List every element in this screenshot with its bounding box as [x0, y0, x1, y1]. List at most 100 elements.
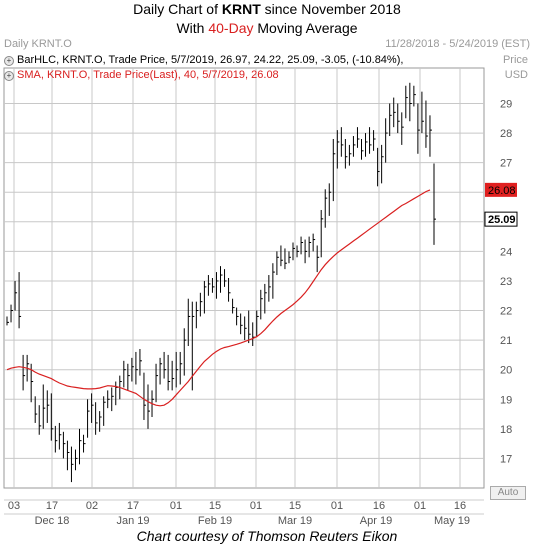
chart-credit: Chart courtesy of Thomson Reuters Eikon: [136, 528, 398, 544]
price-bar: [369, 127, 372, 154]
price-bar: [54, 425, 58, 453]
price-bar: [365, 133, 368, 157]
price-bar: [397, 103, 400, 134]
price-bar: [187, 298, 191, 347]
price-bar: [70, 446, 74, 483]
y-tick-label: 28: [500, 128, 512, 140]
price-bar: [344, 138, 348, 169]
x-tick-label: 01: [414, 500, 426, 512]
price-axis-label: Price: [502, 54, 528, 66]
y-tick-label: 19: [500, 394, 512, 406]
price-bar: [38, 405, 42, 435]
price-bar: [413, 85, 416, 107]
price-bar: [139, 348, 142, 376]
price-bar: [22, 354, 26, 391]
price-bar: [240, 313, 243, 335]
price-bar: [215, 272, 219, 299]
legend-toggle-icon[interactable]: +: [4, 55, 14, 66]
price-bar: [199, 292, 203, 317]
price-bar: [252, 322, 255, 347]
price-bar: [256, 310, 259, 338]
y-tick-label: 20: [500, 365, 512, 377]
price-bar: [288, 251, 291, 264]
price-bar: [87, 399, 90, 438]
price-bar: [377, 147, 380, 187]
price-bar: [352, 136, 356, 157]
price-bar: [143, 372, 146, 420]
price-bar: [6, 316, 9, 326]
price-bar: [296, 245, 300, 258]
price-bar: [421, 91, 424, 134]
price-bar: [232, 298, 235, 314]
subtitle-ma-label: 40-Day: [208, 20, 254, 36]
price-bar: [292, 242, 296, 261]
price-bar: [14, 280, 18, 311]
price-bar: [312, 233, 316, 252]
y-tick-label: 18: [500, 424, 512, 436]
price-bar: [207, 275, 211, 296]
y-tick-label: 17: [500, 453, 512, 465]
price-bar: [103, 396, 106, 426]
price-bar: [393, 97, 396, 128]
price-bar: [248, 310, 251, 344]
price-axis-unit: USD: [504, 69, 528, 81]
price-bar: [155, 363, 159, 403]
price-bar: [99, 411, 102, 432]
y-tick-label: 22: [500, 306, 512, 318]
symbol-label: Daily KRNT.O: [4, 38, 72, 50]
x-month-label: Jan 19: [116, 515, 149, 527]
legend-sma-text: SMA, KRNT.O, Trade Price(Last), 40, 5/7/…: [17, 69, 279, 81]
price-bar: [401, 112, 404, 145]
x-month-label: Feb 19: [198, 515, 232, 527]
price-bar: [224, 269, 227, 287]
price-bar: [171, 360, 175, 391]
legend-toggle-icon[interactable]: +: [4, 70, 14, 81]
plot-frame: [3, 67, 485, 489]
price-bar: [50, 393, 54, 441]
x-month-label: May 19: [434, 515, 470, 527]
price-bar: [316, 245, 320, 273]
price-bar: [373, 130, 376, 151]
price-bar: [159, 357, 163, 385]
price-bar: [284, 248, 287, 270]
price-bar: [324, 189, 328, 228]
y-tick-label: 21: [500, 335, 512, 347]
price-bar: [42, 384, 46, 429]
price-bar: [10, 304, 14, 323]
price-bar: [336, 130, 340, 169]
price-bar: [62, 431, 66, 459]
last-price-label: 25.09: [488, 214, 516, 226]
price-bar: [405, 85, 408, 119]
x-month-label: Dec 18: [35, 515, 70, 527]
price-bar: [195, 301, 199, 329]
auto-scale-button[interactable]: Auto: [490, 486, 526, 500]
price-bar: [34, 396, 38, 423]
price-bar: [332, 138, 336, 202]
x-tick-label: 17: [46, 500, 58, 512]
x-tick-label: 02: [86, 500, 98, 512]
price-bar: [260, 289, 263, 320]
price-bar: [203, 280, 207, 314]
price-bar: [425, 100, 428, 148]
price-bar: [228, 278, 231, 302]
sma-line: [6, 189, 431, 407]
title-ticker: KRNT: [221, 1, 261, 17]
price-axis-header: Price USD: [503, 53, 528, 83]
price-bar: [163, 351, 167, 379]
x-month-label: Mar 19: [278, 515, 312, 527]
title-line-1: Daily Chart of KRNT since November 2018: [0, 0, 534, 19]
price-bar: [360, 138, 364, 160]
price-bar: [175, 351, 179, 388]
price-bar: [409, 82, 412, 122]
x-tick-label: 01: [250, 500, 262, 512]
price-bar: [79, 428, 82, 465]
legend-bar-text: BarHLC, KRNT.O, Trade Price, 5/7/2019, 2…: [17, 54, 404, 66]
x-tick-label: 15: [209, 500, 221, 512]
subtitle-prefix: With: [176, 20, 209, 36]
sma-value-label: 26.08: [488, 185, 516, 197]
chart-meta-strip: Daily KRNT.O 11/28/2018 - 5/24/2019 (EST…: [0, 38, 534, 52]
price-bar: [183, 328, 187, 376]
price-bar: [18, 272, 22, 329]
price-bar: [211, 278, 215, 293]
